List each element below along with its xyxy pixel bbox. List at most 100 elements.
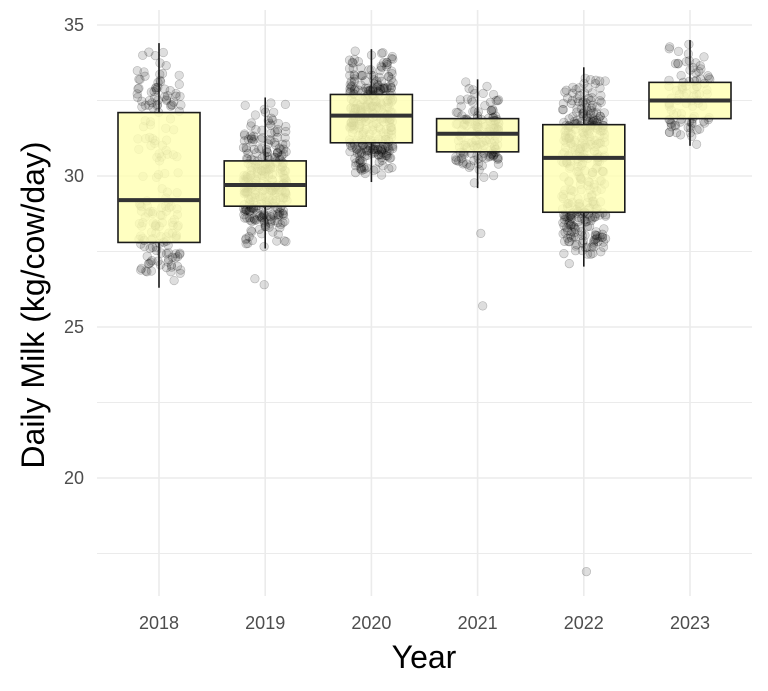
jitter-point [580, 73, 590, 83]
jitter-point [566, 220, 576, 230]
box-layer [117, 40, 732, 288]
jitter-point [453, 107, 463, 118]
jitter-point [378, 48, 388, 58]
box-iqr [541, 123, 626, 214]
jitter-point [379, 82, 389, 92]
jitter-point [458, 157, 468, 167]
jitter-point [345, 70, 355, 80]
jitter-point [584, 221, 595, 231]
jitter-point [357, 71, 367, 81]
jitter-point [174, 70, 184, 80]
jitter-point [558, 218, 568, 228]
jitter-point [594, 114, 604, 124]
jitter-point [664, 127, 675, 137]
jitter-point [269, 107, 279, 117]
jitter-point [388, 144, 398, 154]
jitter-point [161, 263, 172, 273]
jitter-point [263, 115, 273, 126]
jitter-point [265, 218, 276, 228]
jitter-point [354, 149, 364, 159]
jitter-point [591, 108, 602, 118]
jitter-point [274, 209, 284, 220]
jitter-point [279, 210, 289, 220]
jitter-point [589, 235, 599, 245]
jitter-point [382, 150, 392, 161]
jitter-point [356, 147, 366, 157]
jitter-point [146, 87, 156, 97]
jitter-point [133, 92, 143, 102]
jitter-point [467, 97, 478, 107]
jitter-point [247, 134, 257, 144]
jitter-point [349, 74, 359, 84]
jitter-point [481, 153, 491, 163]
jitter-point [144, 47, 154, 57]
jitter-point [473, 107, 484, 117]
jitter-point [281, 147, 291, 157]
jitter-point [488, 104, 498, 114]
jitter-point [587, 213, 598, 223]
jitter-point [166, 100, 176, 110]
jitter-point [695, 61, 705, 71]
jitter-point [259, 242, 269, 252]
jitter-point [146, 257, 156, 267]
jitter-point [386, 74, 396, 84]
jitter-point [259, 216, 269, 226]
jitter-point [281, 237, 291, 247]
jitter-point [352, 144, 362, 154]
jitter-points-layer [132, 39, 715, 577]
jitter-point [259, 104, 269, 114]
jitter-point [155, 58, 165, 68]
jitter-point [591, 230, 601, 240]
jitter-point [377, 48, 387, 58]
jitter-point [586, 103, 597, 113]
jitter-point [561, 85, 571, 95]
jitter-point [480, 100, 490, 111]
jitter-point [591, 75, 601, 85]
jitter-point [384, 143, 394, 153]
jitter-point [176, 265, 186, 275]
jitter-point [355, 164, 366, 174]
jitter-point [376, 76, 387, 86]
jitter-point [349, 76, 359, 87]
jitter-point [465, 161, 476, 171]
jitter-point [375, 65, 385, 75]
jitter-point [246, 118, 257, 128]
jitter-point [270, 215, 280, 226]
jitter-point [169, 275, 179, 286]
jitter-point [165, 85, 175, 96]
jitter-point [595, 111, 605, 121]
jitter-point [386, 83, 396, 93]
jitter-point [454, 156, 464, 166]
jitter-point [664, 127, 675, 137]
jitter-point [356, 63, 366, 73]
jitter-point [350, 84, 360, 94]
jitter-point [171, 88, 181, 99]
jitter-point [462, 94, 473, 104]
jitter-point [570, 224, 581, 234]
jitter-point [559, 221, 569, 231]
jitter-point [595, 76, 605, 86]
jitter-point [251, 125, 261, 135]
jitter-point [373, 81, 383, 91]
jitter-point [565, 217, 575, 227]
jitter-point [569, 227, 580, 238]
jitter-point [253, 208, 263, 218]
jitter-point [273, 229, 283, 239]
jitter-point [573, 217, 583, 227]
x-tick-label: 2023 [670, 613, 710, 633]
jitter-point [385, 80, 396, 91]
jitter-point [572, 240, 582, 250]
jitter-point [153, 256, 163, 266]
jitter-point [250, 215, 260, 225]
jitter-point [351, 144, 362, 154]
jitter-point [351, 158, 361, 168]
jitter-point [351, 161, 361, 171]
jitter-point [469, 178, 479, 188]
jitter-point [141, 266, 151, 276]
jitter-point [564, 236, 574, 247]
jitter-point [380, 83, 390, 94]
y-axis-title: Daily Milk (kg/cow/day) [15, 141, 51, 468]
jitter-point [377, 145, 387, 155]
